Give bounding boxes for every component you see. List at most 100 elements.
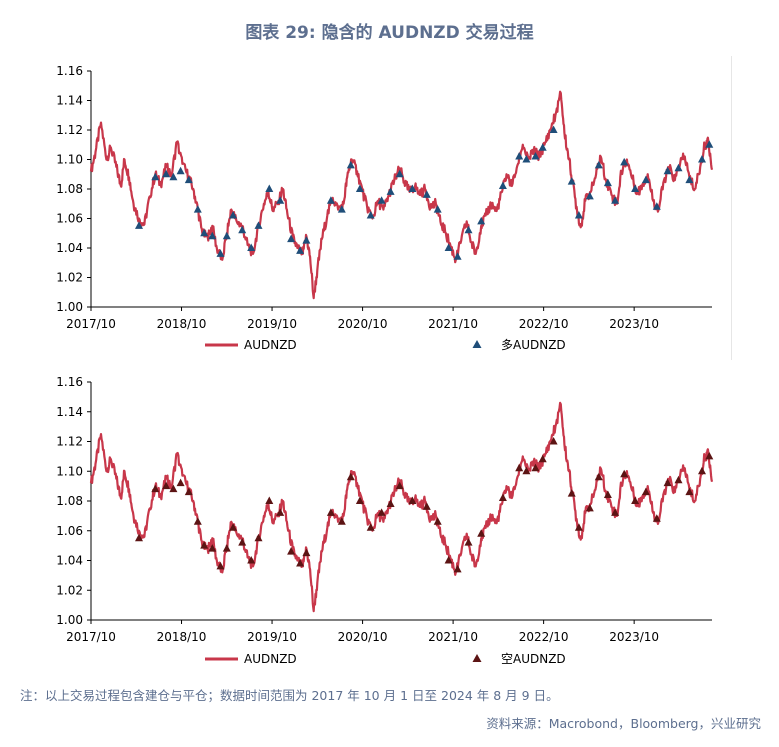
long-marker	[663, 166, 672, 175]
long-marker	[254, 221, 263, 229]
legend-label-position: 空AUDNZD	[501, 652, 566, 666]
x-tick-label: 2018/10	[157, 317, 207, 331]
short-marker	[538, 454, 547, 463]
y-tick-label: 1.04	[56, 554, 83, 568]
long-marker	[611, 196, 620, 204]
short-marker	[464, 538, 473, 546]
y-tick-label: 1.12	[56, 123, 83, 137]
short-marker	[326, 508, 335, 516]
long-marker	[184, 175, 193, 184]
long-marker	[453, 252, 462, 260]
long-marker	[386, 187, 395, 195]
x-tick-label: 2019/10	[247, 317, 297, 331]
x-tick-label: 2021/10	[428, 630, 478, 644]
short-marker	[135, 533, 143, 542]
short-marker	[193, 517, 202, 525]
y-tick-label: 1.02	[56, 583, 83, 597]
long-marker	[200, 228, 209, 237]
short-marker	[444, 556, 453, 564]
long-marker	[705, 140, 714, 148]
y-tick-label: 1.00	[56, 300, 83, 314]
short-marker	[386, 499, 395, 507]
short-marker	[574, 523, 583, 531]
chart-title: 图表 29: 隐含的 AUDNZD 交易过程	[245, 23, 534, 43]
short-marker	[685, 487, 694, 496]
short-marker	[346, 472, 355, 481]
y-tick-label: 1.10	[56, 464, 83, 478]
short-marker	[276, 508, 285, 516]
short-marker	[229, 523, 238, 531]
short-marker	[247, 556, 256, 564]
long-marker	[531, 152, 540, 160]
y-tick-label: 1.08	[56, 494, 83, 508]
short-marker	[151, 484, 160, 493]
long-marker	[216, 249, 225, 257]
short-marker	[176, 478, 185, 487]
long-marker	[594, 160, 603, 169]
y-tick-label: 1.14	[56, 94, 83, 108]
short-marker	[377, 508, 386, 516]
short-marker	[433, 517, 442, 525]
long-marker	[222, 231, 231, 240]
short-marker	[631, 496, 640, 504]
short-marker	[698, 466, 706, 475]
short-marker	[169, 484, 178, 493]
y-tick-label: 1.04	[56, 241, 83, 255]
short-marker	[395, 481, 404, 490]
x-tick-label: 2017/10	[66, 317, 116, 331]
long-marker	[296, 246, 305, 254]
long-marker	[176, 166, 185, 175]
short-marker	[705, 451, 714, 460]
x-tick-label: 2018/10	[157, 630, 207, 644]
short-marker	[287, 547, 296, 555]
long-marker	[276, 196, 285, 204]
footnote: 注：以上交易过程包含建仓与平仓；数据时间范围为 2017 年 10 月 1 日至…	[20, 688, 559, 703]
y-tick-label: 1.16	[56, 375, 83, 389]
y-tick-label: 1.08	[56, 182, 83, 196]
short-marker	[515, 463, 524, 472]
long-marker	[355, 184, 364, 192]
short-marker	[611, 508, 620, 516]
legend-label-audnzd: AUDNZD	[244, 338, 297, 352]
long-marker	[522, 155, 531, 163]
source-note: 资料来源：Macrobond，Bloomberg，兴业研究	[486, 716, 761, 731]
short-marker	[585, 503, 594, 512]
y-tick-label: 1.00	[56, 613, 83, 627]
long-marker	[247, 243, 256, 251]
short-marker	[238, 538, 247, 546]
short-marker	[641, 487, 650, 496]
short-marker	[366, 523, 375, 531]
y-tick-label: 1.06	[56, 212, 83, 226]
long-marker	[444, 243, 453, 251]
long-marker	[193, 205, 202, 213]
long-marker	[433, 205, 442, 213]
long-marker	[265, 184, 274, 192]
short-marker	[498, 493, 507, 501]
x-tick-label: 2022/10	[519, 630, 569, 644]
long-marker	[549, 125, 558, 133]
long-marker	[620, 157, 629, 166]
short-marker	[549, 437, 558, 445]
long-marker	[631, 184, 640, 192]
short-marker	[453, 564, 462, 573]
short-marker	[184, 487, 193, 496]
short-marker	[265, 496, 274, 504]
panel-divider	[731, 56, 732, 360]
legend-marker-swatch	[472, 654, 482, 662]
long-marker	[567, 177, 576, 185]
long-marker	[135, 221, 143, 229]
short-marker	[162, 481, 171, 490]
short-marker	[222, 544, 231, 552]
long-marker	[208, 231, 217, 240]
long-marker	[498, 181, 507, 189]
audnzd-series-line	[89, 90, 714, 300]
long-marker	[395, 169, 404, 178]
short-marker	[531, 463, 540, 472]
long-marker	[162, 169, 171, 178]
short-marker	[663, 478, 672, 487]
y-tick-label: 1.16	[56, 64, 83, 78]
x-tick-label: 2020/10	[338, 317, 388, 331]
short-marker	[408, 496, 417, 504]
x-tick-label: 2023/10	[609, 317, 659, 331]
